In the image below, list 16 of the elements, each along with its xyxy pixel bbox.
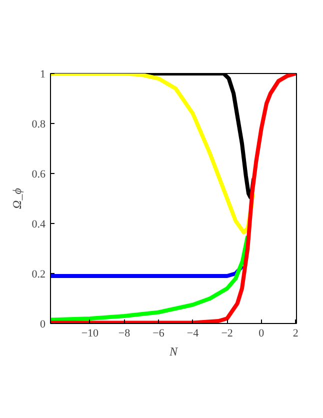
x-tick-label: 0 (258, 328, 265, 340)
x-tick-label: −4 (186, 328, 200, 340)
x-tick-label: −6 (152, 328, 165, 340)
line-series (50, 74, 296, 324)
x-tick-label: 2 (292, 328, 298, 340)
y-axis-title: Ω_ϕ (10, 188, 24, 209)
y-tick-label: 0.6 (32, 168, 46, 180)
x-tick-label: −10 (81, 328, 100, 340)
y-tick-label: 0 (40, 318, 46, 330)
x-axis-title: N (168, 344, 178, 358)
y-tick-label: 0.8 (32, 118, 46, 130)
y-tick-label: 1 (40, 68, 46, 80)
x-tick-label: −8 (118, 328, 131, 340)
y-tick-label: 0.2 (32, 268, 46, 280)
y-tick-label: 0.4 (32, 218, 46, 230)
x-tick-label: −2 (221, 328, 233, 340)
